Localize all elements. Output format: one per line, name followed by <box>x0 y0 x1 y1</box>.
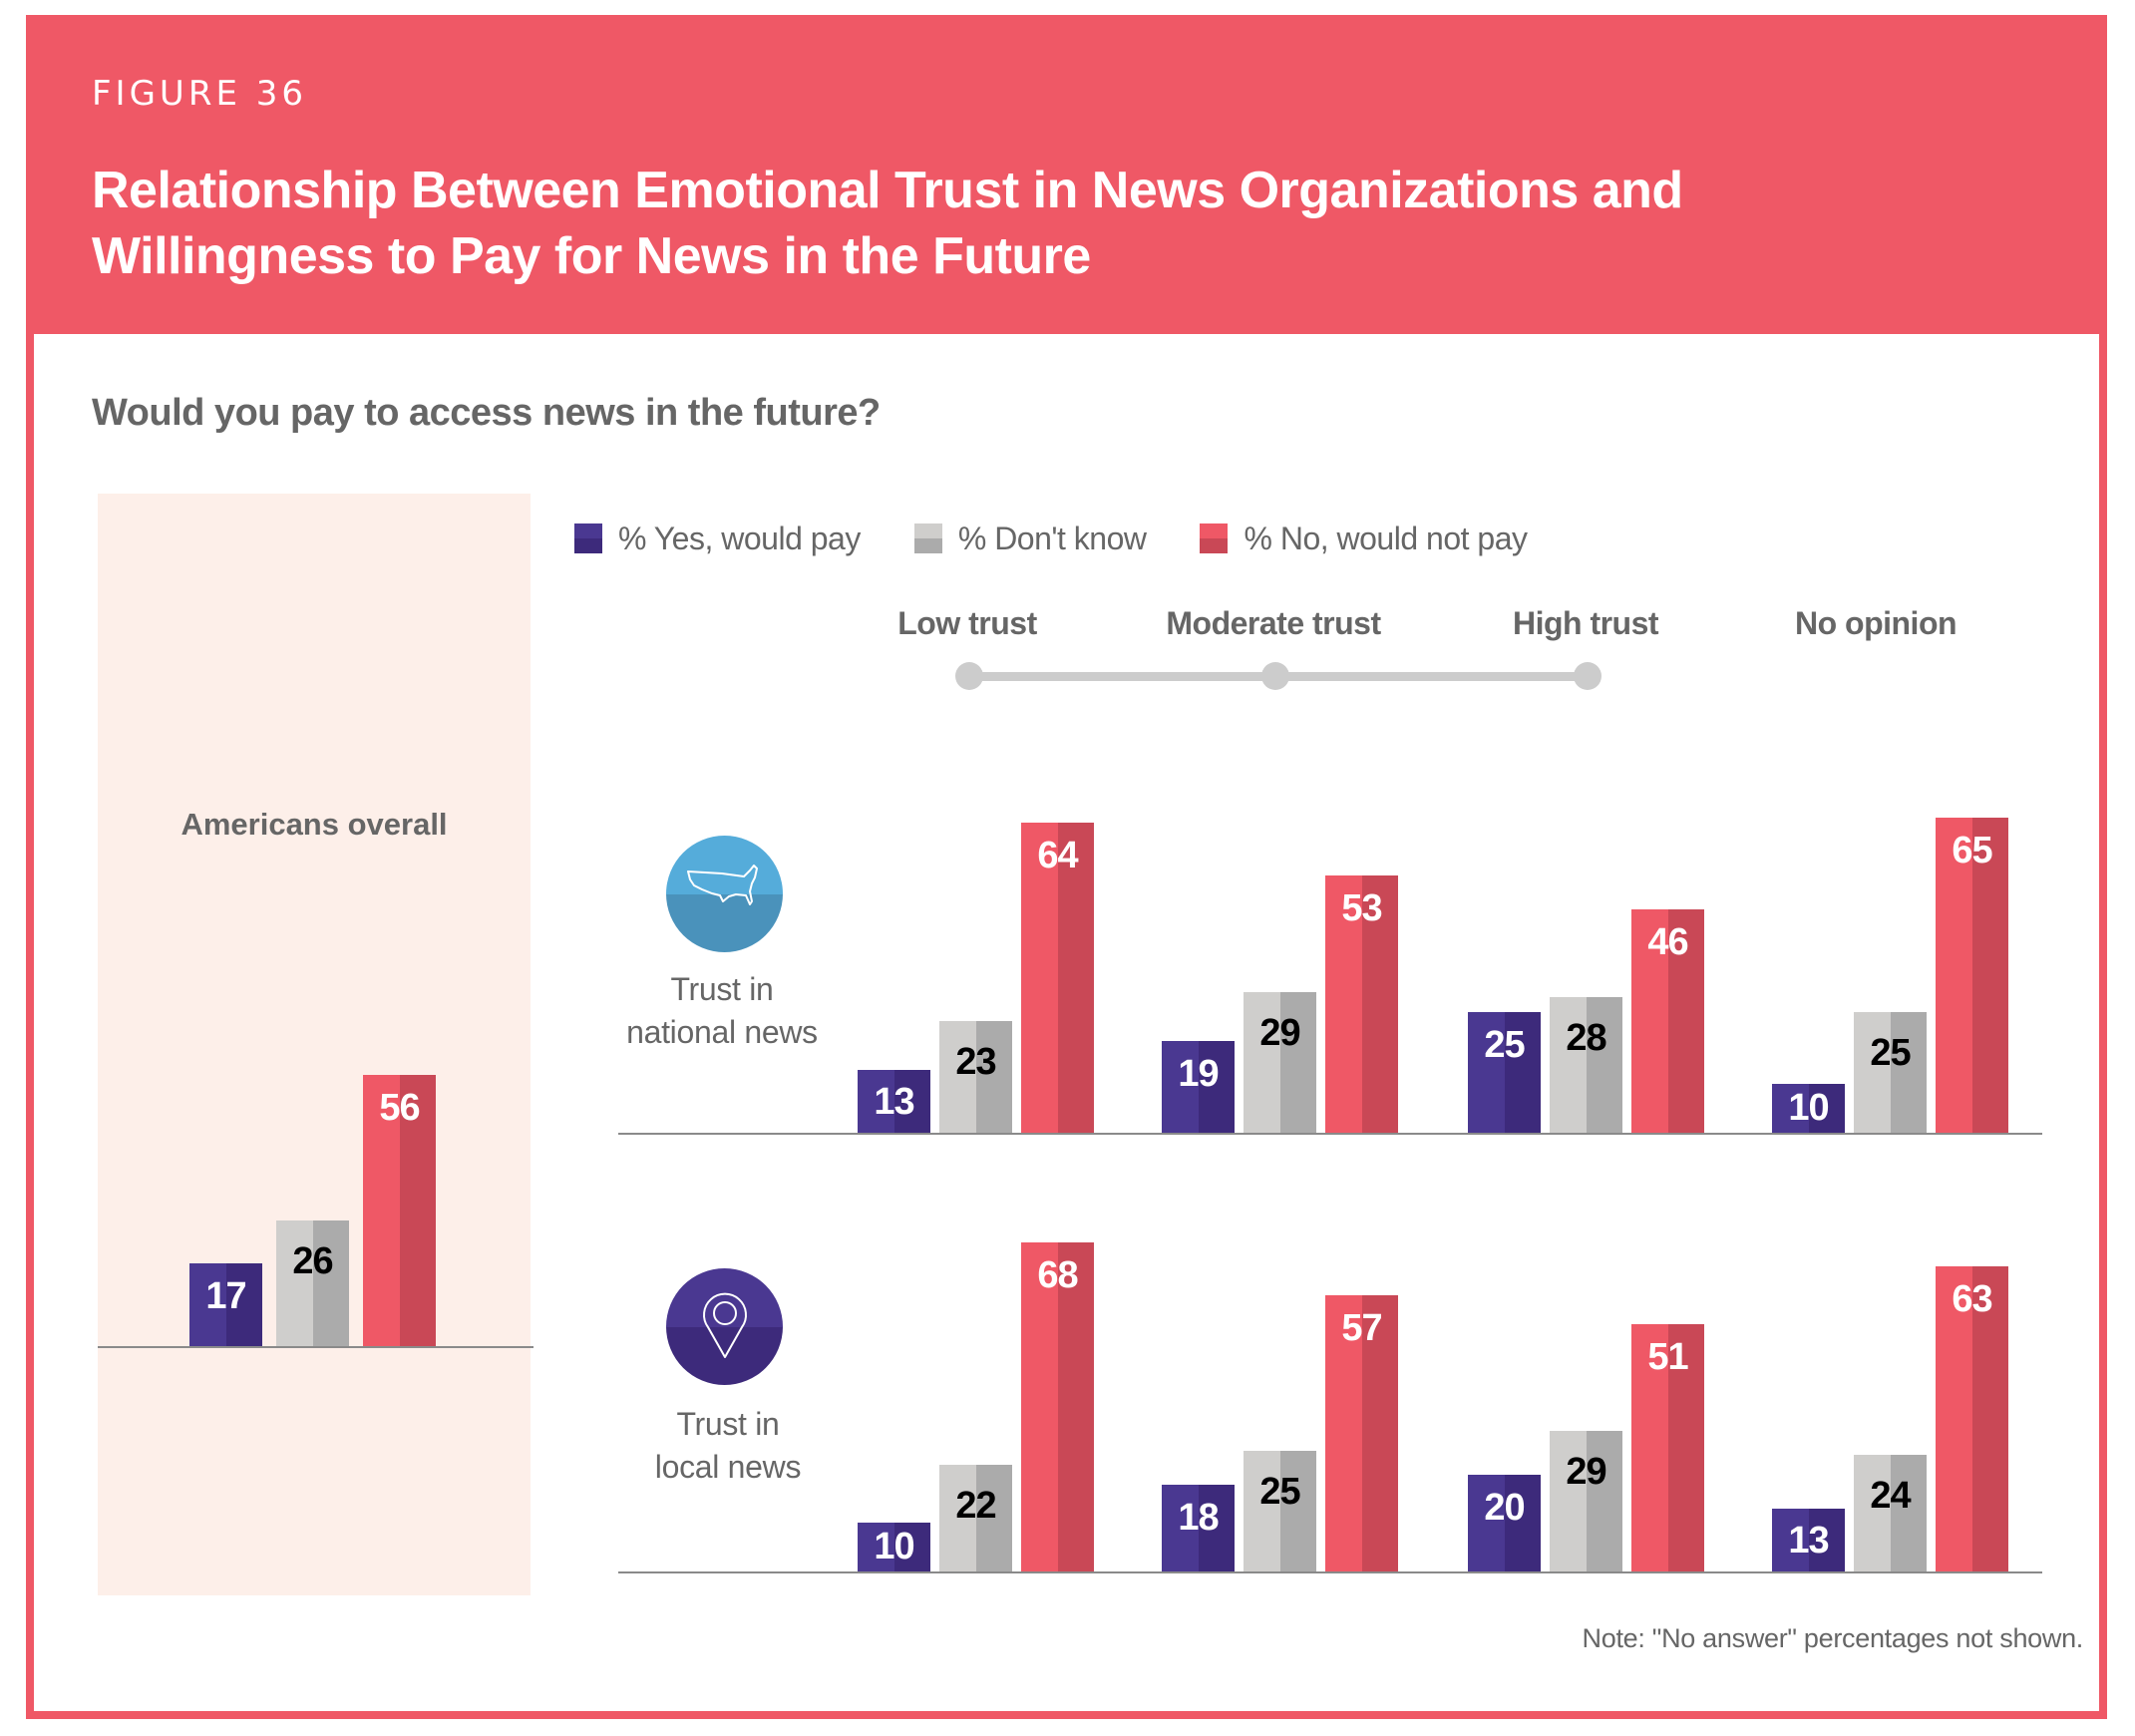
bar-local-moderate-trust-dont-know-label: 25 <box>1259 1470 1300 1513</box>
category-label-moderate-trust: Moderate trust <box>1166 605 1381 641</box>
bar-overall-no: 56 <box>363 1074 436 1346</box>
baseline-overall <box>98 1346 534 1348</box>
figure-label: FIGURE 36 <box>92 74 307 114</box>
bar-national-low-trust-no-label: 64 <box>1037 834 1078 876</box>
overall-label: Americans overall <box>180 807 448 842</box>
bar-local-moderate-trust-no-label: 57 <box>1341 1306 1382 1349</box>
bar-national-moderate-trust-no: 53 <box>1325 875 1398 1133</box>
location-pin-icon <box>666 1268 783 1385</box>
chart-subtitle: Would you pay to access news in the futu… <box>92 392 881 434</box>
us-map-icon <box>666 836 783 952</box>
legend-swatch-dont-know <box>913 523 942 553</box>
bar-national-no-opinion-yes: 10 <box>1772 1084 1845 1133</box>
bar-national-low-trust-no: 64 <box>1021 822 1094 1133</box>
bar-local-moderate-trust-no: 57 <box>1325 1294 1398 1571</box>
bar-national-no-opinion-no: 65 <box>1936 818 2008 1133</box>
bar-local-high-trust-yes: 20 <box>1468 1474 1541 1571</box>
bar-national-moderate-trust-dont-know-label: 29 <box>1259 1012 1300 1055</box>
bar-national-moderate-trust-dont-know: 29 <box>1244 992 1316 1133</box>
bar-local-no-opinion-yes: 13 <box>1772 1508 1845 1571</box>
bar-overall-no-label: 56 <box>379 1086 420 1129</box>
bar-local-no-opinion-yes-label: 13 <box>1788 1519 1829 1562</box>
bar-national-high-trust-no: 46 <box>1631 909 1704 1133</box>
bar-local-low-trust-dont-know: 22 <box>939 1465 1012 1571</box>
bar-local-no-opinion-no-label: 63 <box>1952 1277 1992 1320</box>
bar-national-low-trust-dont-know-label: 23 <box>955 1041 996 1084</box>
bar-national-no-opinion-dont-know-label: 25 <box>1870 1031 1911 1074</box>
bar-local-moderate-trust-dont-know: 25 <box>1244 1450 1316 1571</box>
legend-item-no: % No, would not pay <box>1200 520 1528 557</box>
legend-label-dont-know: % Don't know <box>957 520 1147 556</box>
bar-local-low-trust-yes-label: 10 <box>874 1525 914 1567</box>
bar-national-no-opinion-no-label: 65 <box>1952 830 1992 872</box>
chart-title-line-2: Willingness to Pay for News in the Futur… <box>92 227 1091 285</box>
legend-swatch-no <box>1200 523 1229 553</box>
bar-local-high-trust-no: 51 <box>1631 1324 1704 1571</box>
bar-national-low-trust-yes-label: 13 <box>874 1080 914 1123</box>
row-label-national: Trust in national news <box>626 971 818 1050</box>
row-label-local: Trust in local news <box>654 1406 802 1485</box>
trust-scale-dot-moderate <box>1261 662 1289 690</box>
figure-header <box>26 15 2107 334</box>
bar-overall-yes-label: 17 <box>205 1275 246 1318</box>
bar-national-high-trust-no-label: 46 <box>1647 921 1688 964</box>
bar-national-no-opinion-dont-know: 25 <box>1854 1011 1927 1133</box>
bar-local-moderate-trust-yes: 18 <box>1162 1484 1235 1571</box>
legend-label-yes: % Yes, would pay <box>618 520 861 556</box>
bar-national-moderate-trust-yes: 19 <box>1162 1040 1235 1133</box>
bar-local-no-opinion-no: 63 <box>1936 1265 2008 1571</box>
legend-item-dont-know: % Don't know <box>913 520 1147 557</box>
bar-local-low-trust-no: 68 <box>1021 1241 1094 1571</box>
chart-title: Relationship Between Emotional Trust in … <box>92 158 1986 289</box>
baseline-national <box>618 1133 2042 1135</box>
bar-local-high-trust-dont-know: 29 <box>1550 1431 1622 1571</box>
legend-swatch-yes <box>574 523 602 553</box>
trust-scale-dot-high <box>1574 662 1601 690</box>
bar-national-high-trust-yes-label: 25 <box>1484 1023 1525 1066</box>
category-label-high-trust: High trust <box>1512 605 1659 641</box>
legend: % Yes, would pay % Don't know % No, woul… <box>574 519 1581 558</box>
footnote: Note: "No answer" percentages not shown. <box>1582 1623 2084 1653</box>
bar-local-high-trust-dont-know-label: 29 <box>1566 1451 1606 1494</box>
bar-overall-dont-know-label: 26 <box>292 1239 333 1282</box>
bar-local-low-trust-no-label: 68 <box>1037 1253 1078 1296</box>
legend-item-yes: % Yes, would pay <box>574 521 861 557</box>
bar-national-low-trust-yes: 13 <box>858 1069 930 1133</box>
bar-local-low-trust-yes: 10 <box>858 1523 930 1571</box>
bar-local-no-opinion-dont-know: 24 <box>1854 1455 1927 1571</box>
chart-title-line-1: Relationship Between Emotional Trust in … <box>92 162 1683 219</box>
bar-local-moderate-trust-yes-label: 18 <box>1178 1496 1219 1539</box>
trust-scale-dot-low <box>955 662 983 690</box>
bar-local-low-trust-dont-know-label: 22 <box>955 1485 996 1528</box>
overall-panel <box>98 494 531 1595</box>
bar-overall-yes: 17 <box>189 1263 262 1346</box>
bar-local-no-opinion-dont-know-label: 24 <box>1870 1475 1911 1518</box>
bar-national-high-trust-dont-know-label: 28 <box>1566 1016 1606 1059</box>
bar-national-high-trust-yes: 25 <box>1468 1011 1541 1133</box>
bar-national-moderate-trust-no-label: 53 <box>1341 887 1382 930</box>
bar-national-high-trust-dont-know: 28 <box>1550 996 1622 1133</box>
category-label-low-trust: Low trust <box>897 605 1037 641</box>
legend-label-no: % No, would not pay <box>1244 520 1528 556</box>
bar-overall-dont-know: 26 <box>276 1219 349 1346</box>
bar-local-high-trust-yes-label: 20 <box>1484 1486 1525 1529</box>
bar-local-high-trust-no-label: 51 <box>1647 1336 1688 1379</box>
category-label-no-opinion: No opinion <box>1794 605 1957 641</box>
bar-national-low-trust-dont-know: 23 <box>939 1021 1012 1133</box>
bar-national-no-opinion-yes-label: 10 <box>1788 1086 1829 1129</box>
bar-national-moderate-trust-yes-label: 19 <box>1178 1052 1219 1095</box>
baseline-local <box>618 1571 2042 1573</box>
